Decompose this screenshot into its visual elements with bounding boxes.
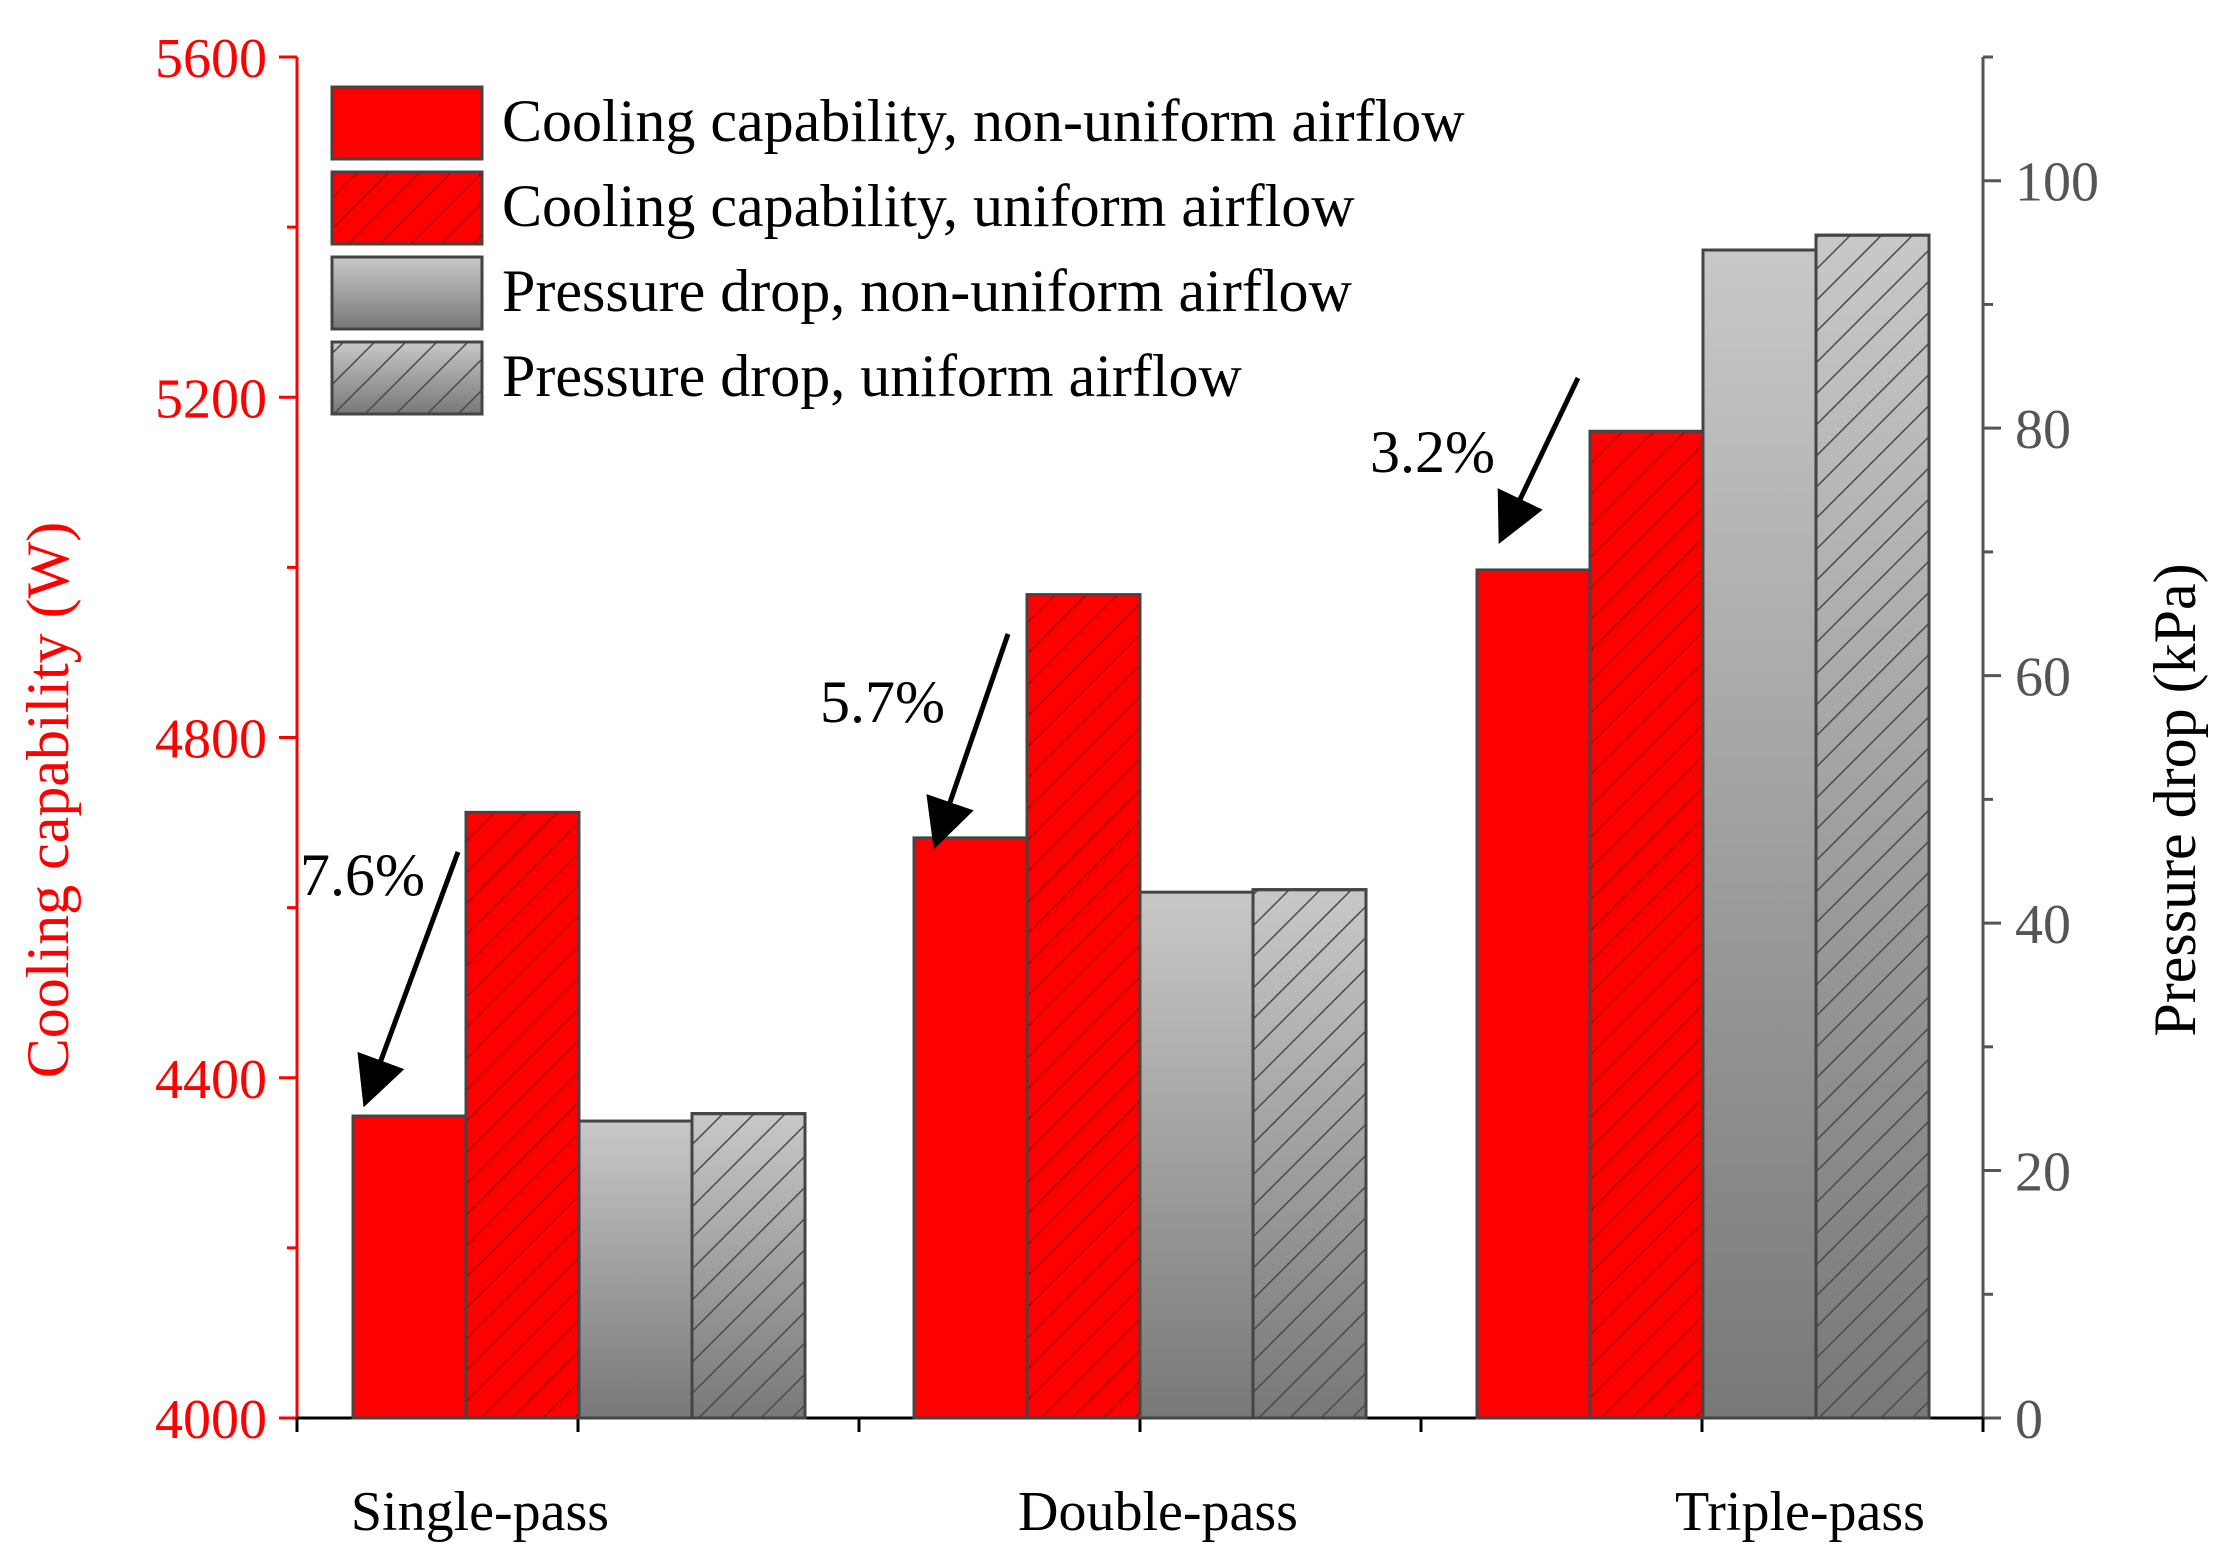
legend-swatch bbox=[330, 85, 484, 161]
annotation-arrow bbox=[1497, 376, 1581, 545]
x-tick-label: Triple-pass bbox=[1675, 1481, 1925, 1543]
bar-hatch bbox=[690, 1112, 807, 1420]
bar-hatch bbox=[1251, 888, 1368, 1420]
right-tick-label: 40 bbox=[2015, 894, 2071, 956]
legend-label: Cooling capability, non-uniform airflow bbox=[502, 88, 1465, 154]
axes: 4000 4400 4800 5200 5600 0 20 40 60 80 100 Single-p… bbox=[155, 28, 2099, 1543]
annotations: 7.6% 5.7% 3.2% bbox=[300, 376, 1581, 1108]
left-tick-label: 4000 bbox=[155, 1389, 267, 1451]
bar bbox=[1475, 568, 1592, 1420]
annotation-arrow bbox=[926, 633, 1011, 850]
right-tick-label: 0 bbox=[2015, 1389, 2043, 1451]
legend-swatch bbox=[330, 170, 484, 246]
legend-label: Pressure drop, non-uniform airflow bbox=[502, 258, 1352, 324]
annotation-arrow bbox=[357, 851, 461, 1108]
x-tick-label: Double-pass bbox=[1018, 1481, 1298, 1543]
bar bbox=[1025, 593, 1142, 1420]
bar bbox=[1588, 429, 1705, 1420]
right-tick-label: 80 bbox=[2015, 399, 2071, 461]
legend-swatch-hatch bbox=[330, 340, 484, 416]
left-axis-title: Cooling capability (W) bbox=[15, 522, 81, 1079]
legend-swatch bbox=[330, 255, 484, 331]
legend-label: Cooling capability, uniform airflow bbox=[502, 173, 1355, 239]
right-tick-label: 20 bbox=[2015, 1142, 2071, 1204]
x-tick-label: Single-pass bbox=[351, 1481, 609, 1543]
annotation-label: 5.7% bbox=[820, 669, 945, 735]
bar bbox=[577, 1119, 694, 1420]
legend: Cooling capability, non-uniform airflow C… bbox=[330, 85, 1465, 416]
annotation-label: 3.2% bbox=[1370, 419, 1495, 485]
bars bbox=[351, 233, 1931, 1420]
annotation-label: 7.6% bbox=[300, 842, 425, 908]
bar bbox=[464, 810, 581, 1420]
bar bbox=[1701, 248, 1818, 1420]
bar bbox=[912, 836, 1029, 1420]
right-axis-title: Pressure drop (kPa) bbox=[2142, 563, 2208, 1036]
left-tick-label: 5600 bbox=[155, 28, 267, 90]
left-tick-label: 5200 bbox=[155, 368, 267, 430]
bar bbox=[1138, 890, 1255, 1420]
legend-label: Pressure drop, uniform airflow bbox=[502, 343, 1243, 409]
right-tick-label: 60 bbox=[2015, 647, 2071, 709]
right-tick-label: 100 bbox=[2015, 152, 2099, 214]
left-tick-label: 4800 bbox=[155, 709, 267, 771]
left-tick-label: 4400 bbox=[155, 1049, 267, 1111]
bar bbox=[351, 1114, 468, 1420]
bar-hatch bbox=[1814, 233, 1931, 1420]
